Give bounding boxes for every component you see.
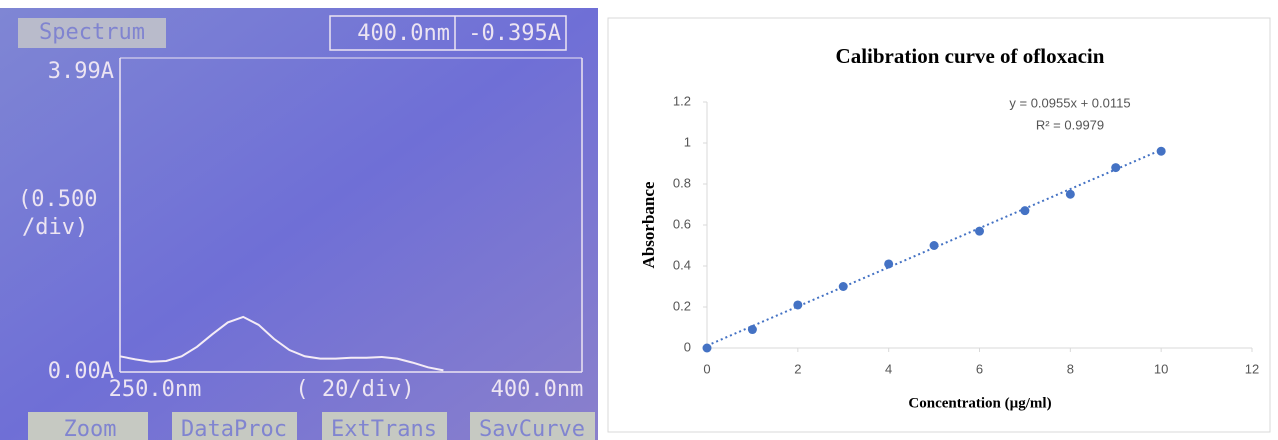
spectrum-line	[119, 315, 444, 372]
x-tick-label: 8	[1067, 361, 1074, 376]
data-point	[1111, 163, 1121, 173]
softkey-box	[172, 412, 297, 440]
softkey-box	[28, 412, 148, 440]
x-tick-label: 0	[703, 361, 710, 376]
y-axis-label: Absorbance	[639, 181, 658, 268]
trend-equation: y = 0.0955x + 0.0115	[1009, 95, 1130, 110]
data-point	[929, 241, 939, 250]
y-tick-label: 1.2	[673, 93, 691, 108]
softkey-box	[470, 412, 595, 440]
x-axis-label: Concentration (µg/ml)	[908, 395, 1051, 411]
x-tick-label: 12	[1245, 361, 1259, 376]
data-point	[1020, 206, 1030, 216]
data-point	[838, 282, 848, 291]
y-tick-label: 3.99A	[48, 59, 114, 84]
y-tick-label: 0.4	[673, 257, 691, 272]
x-tick-label: 400.0nm	[491, 377, 584, 402]
header-label: Spectrum	[39, 20, 145, 45]
softkey[interactable]: SavCurve	[470, 412, 595, 440]
x-tick-label: 4	[885, 361, 892, 376]
instrument-screen	[0, 8, 598, 440]
data-point	[702, 343, 712, 353]
y-tick-label: 0.00A	[48, 359, 114, 384]
readout-absorbance: -0.395A	[468, 21, 561, 46]
y-tick-label: 0.2	[673, 298, 691, 313]
x-tick-label: 6	[976, 361, 983, 376]
y-tick-label: 0.8	[673, 175, 691, 190]
y-tick-label: 0.6	[673, 216, 691, 231]
softkey-label[interactable]: SavCurve	[479, 417, 585, 440]
header-box	[18, 18, 166, 48]
y-tick-label: 1	[684, 134, 691, 149]
softkey[interactable]: Zoom	[28, 412, 148, 440]
data-point	[975, 226, 984, 236]
readout-wavelength: 400.0nm	[357, 21, 450, 46]
data-point	[793, 300, 803, 310]
x-tick-label: 2	[794, 361, 801, 376]
softkey-label[interactable]: ExtTrans	[331, 417, 437, 440]
data-point	[1065, 189, 1075, 199]
x-scale-label: ( 20/div)	[295, 377, 414, 402]
readout-box	[329, 15, 567, 51]
y-scale-label: (0.500	[18, 187, 97, 212]
y-scale-label: /div)	[22, 215, 88, 240]
softkey[interactable]: DataProc	[172, 412, 297, 440]
softkey-label[interactable]: DataProc	[181, 417, 287, 440]
x-tick-label: 10	[1154, 361, 1168, 376]
data-point	[747, 325, 757, 335]
softkey-box	[322, 412, 447, 440]
chart-title: Calibration curve of ofloxacin	[836, 44, 1105, 68]
y-tick-label: 0	[684, 339, 691, 354]
trend-r-squared: R² = 0.9979	[1036, 117, 1104, 132]
x-tick-label: 250.0nm	[109, 377, 202, 402]
chart-frame	[607, 17, 1271, 433]
data-point	[884, 259, 894, 269]
softkey-label[interactable]: Zoom	[64, 417, 117, 440]
softkey[interactable]: ExtTrans	[322, 412, 447, 440]
data-point	[1156, 146, 1166, 156]
